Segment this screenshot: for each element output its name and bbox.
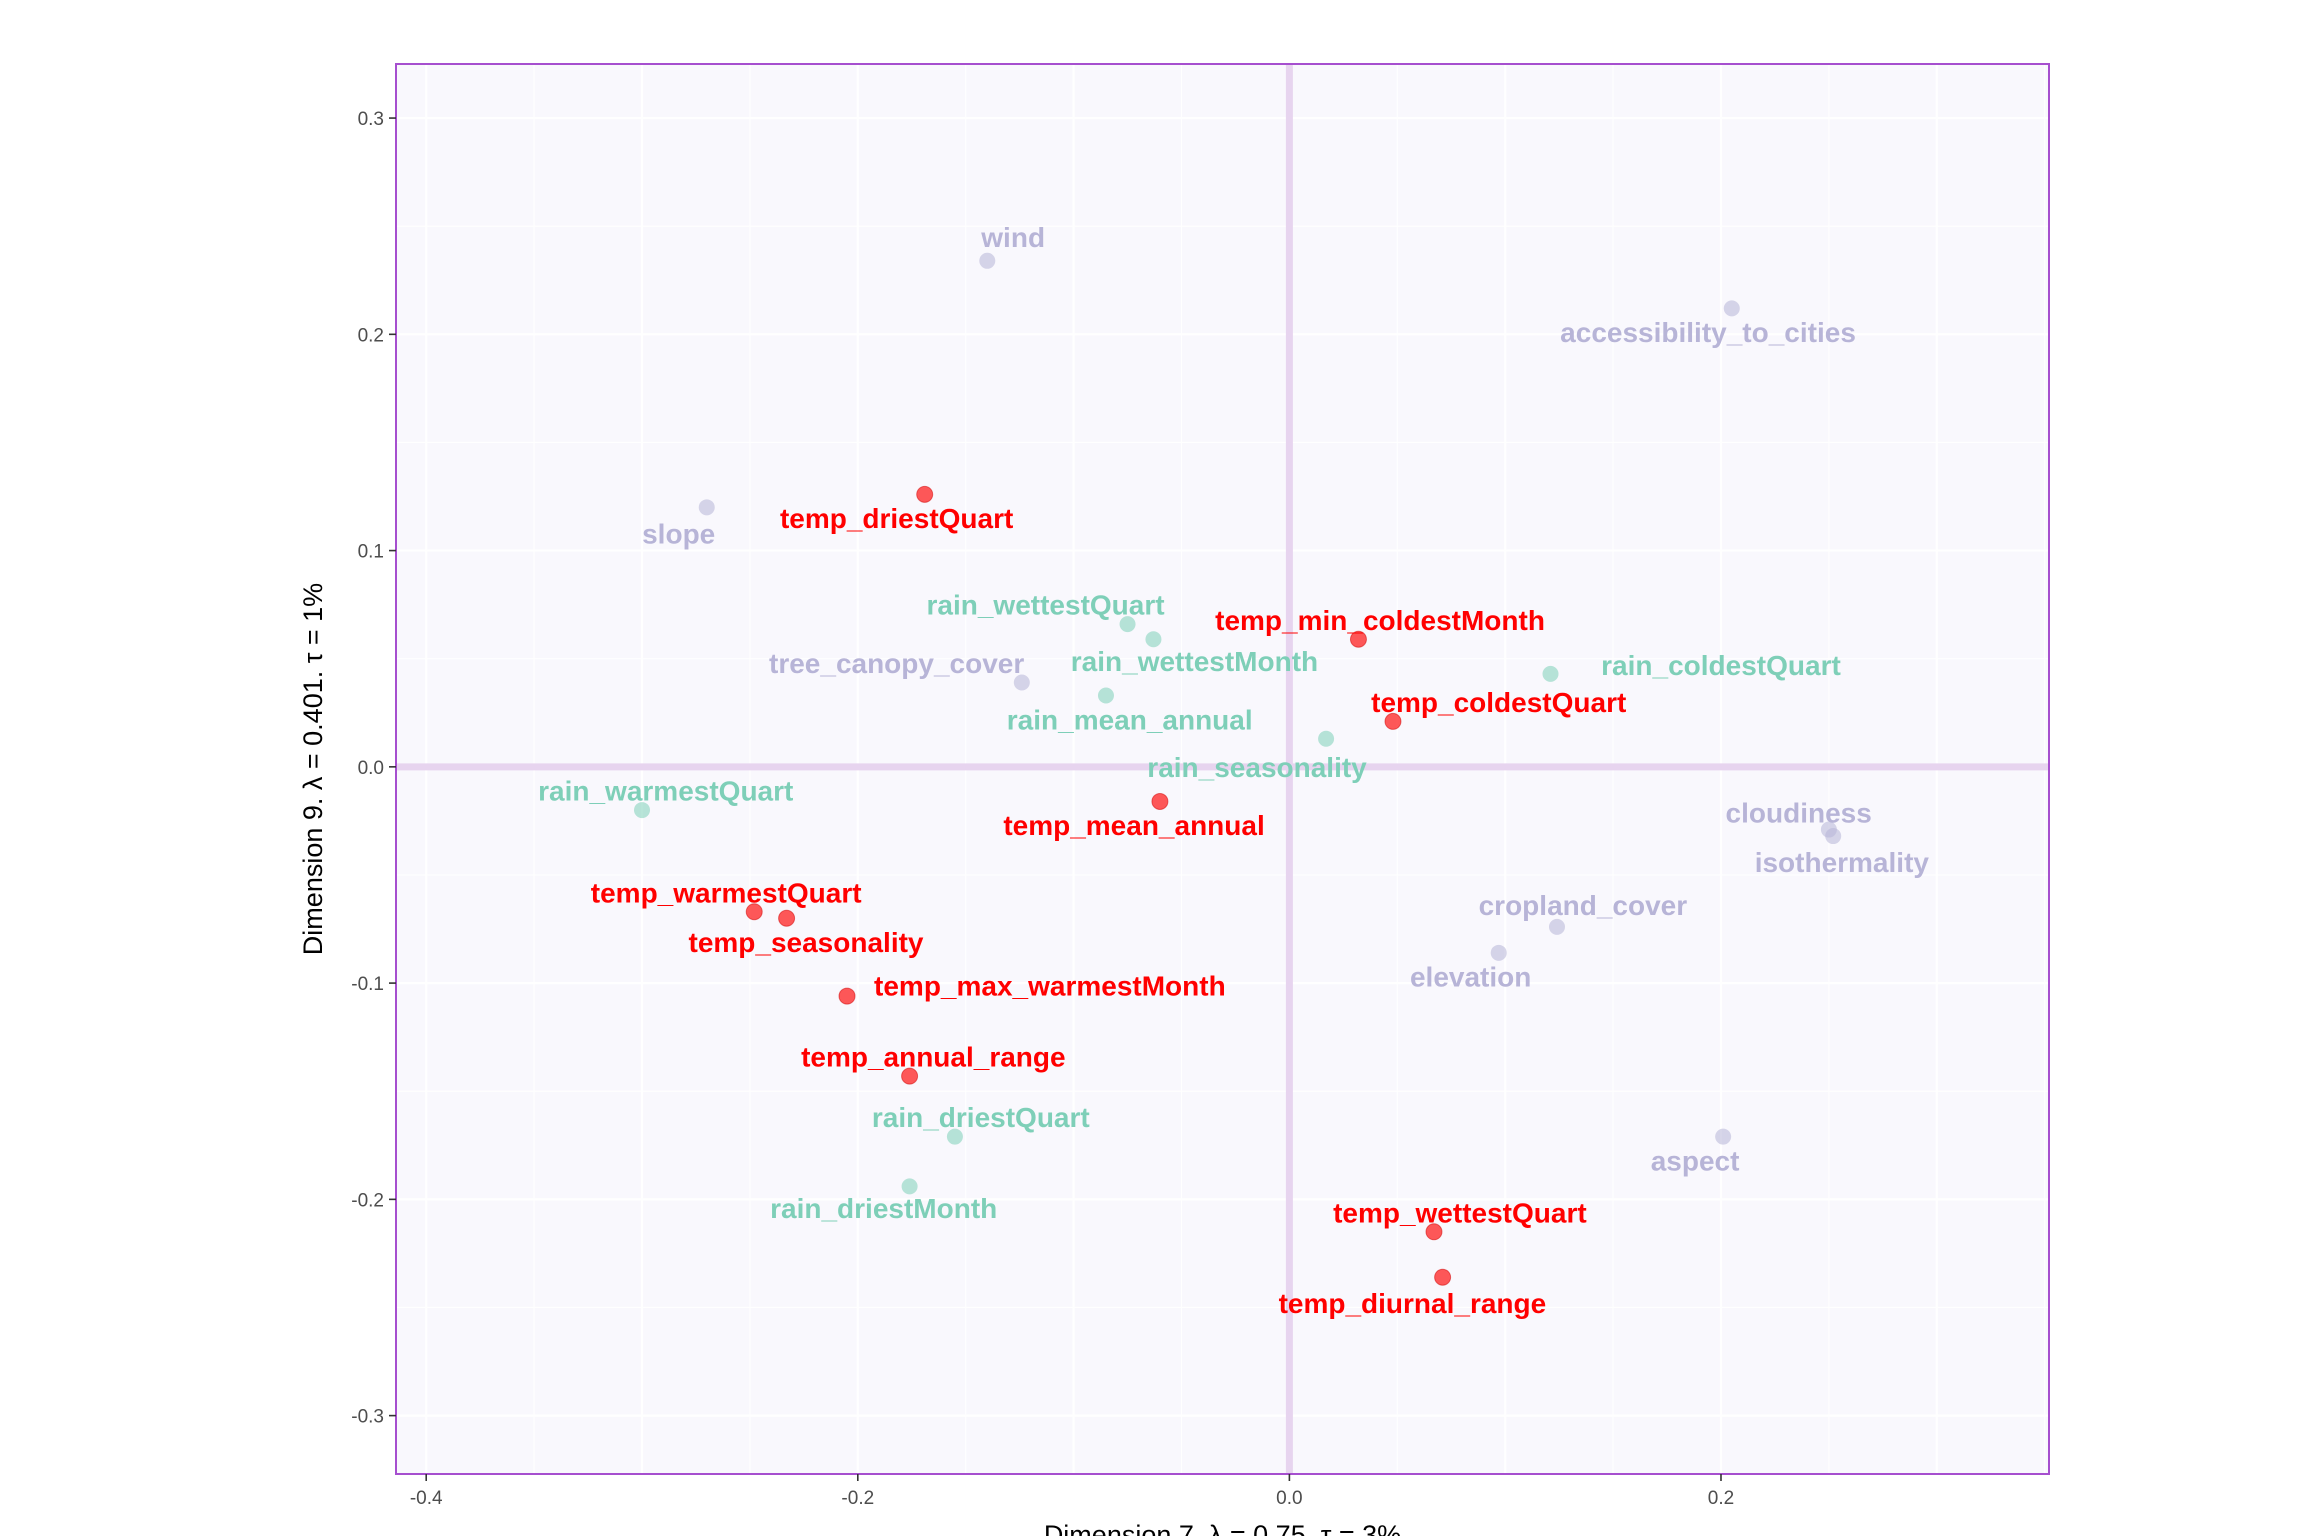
point-label-rain_driestQuart: rain_driestQuart: [872, 1102, 1090, 1133]
point-tree_canopy_cover: [1013, 674, 1030, 691]
point-label-wind: wind: [980, 222, 1045, 253]
point-label-isothermality: isothermality: [1755, 847, 1930, 878]
point-label-temp_annual_range: temp_annual_range: [801, 1042, 1066, 1073]
point-accessibility_to_cities: [1723, 300, 1740, 317]
point-temp_warmestQuart: [745, 903, 763, 921]
y-tick-label: -0.3: [351, 1407, 384, 1428]
y-axis-title: Dimension 9. λ = 0.401. τ = 1%: [298, 583, 328, 955]
point-cropland_cover: [1548, 918, 1565, 935]
point-rain_warmestQuart: [634, 802, 651, 819]
point-label-rain_warmestQuart: rain_warmestQuart: [538, 776, 793, 807]
point-wind: [979, 252, 996, 269]
x-tick-label: 0.2: [1708, 1488, 1734, 1509]
point-label-temp_min_coldestMonth: temp_min_coldestMonth: [1215, 605, 1545, 636]
y-tick-label: 0.2: [358, 325, 384, 346]
y-tick-label: -0.1: [351, 974, 384, 995]
point-aspect: [1715, 1128, 1732, 1145]
point-slope: [698, 499, 715, 516]
point-label-slope: slope: [642, 518, 715, 549]
point-temp_annual_range: [901, 1067, 919, 1085]
point-temp_coldestQuart: [1384, 712, 1402, 730]
x-tick-label: -0.4: [410, 1488, 443, 1509]
point-rain_mean_annual: [1097, 687, 1114, 704]
y-tick-label: 0.0: [358, 758, 384, 779]
point-temp_min_coldestMonth: [1349, 630, 1367, 648]
zero-lines: [396, 64, 2049, 1474]
point-rain_coldestQuart: [1542, 665, 1559, 682]
point-rain_wettestQuart: [1119, 616, 1136, 633]
point-label-temp_driestQuart: temp_driestQuart: [780, 503, 1013, 534]
point-label-cropland_cover: cropland_cover: [1479, 890, 1688, 921]
y-tick-label: 0.1: [358, 542, 384, 563]
point-label-cloudiness: cloudiness: [1726, 797, 1872, 828]
x-tick-label: -0.2: [841, 1488, 874, 1509]
point-label-rain_mean_annual: rain_mean_annual: [1007, 704, 1253, 735]
point-temp_mean_annual: [1151, 792, 1169, 810]
point-label-rain_seasonality: rain_seasonality: [1147, 752, 1367, 783]
point-label-rain_wettestQuart: rain_wettestQuart: [927, 590, 1165, 621]
point-label-accessibility_to_cities: accessibility_to_cities: [1560, 317, 1856, 348]
point-label-rain_driestMonth: rain_driestMonth: [770, 1193, 997, 1224]
point-label-temp_seasonality: temp_seasonality: [689, 927, 924, 958]
point-label-temp_wettestQuart: temp_wettestQuart: [1333, 1197, 1587, 1228]
point-rain_seasonality: [1318, 730, 1335, 747]
point-temp_wettestQuart: [1425, 1223, 1443, 1241]
point-elevation: [1490, 944, 1507, 961]
point-isothermality: [1825, 828, 1842, 845]
axes: -0.4 -0.2 0.0 0.2 0.3 0.2 0.1 0.0 -0.1 -0.2 -0.3: [351, 109, 1734, 1509]
point-temp_seasonality: [778, 909, 796, 927]
x-axis-title: Dimension 7. λ = 0.75. τ = 3%: [1044, 1520, 1401, 1536]
point-label-elevation: elevation: [1410, 962, 1531, 993]
point-label-temp_diurnal_range: temp_diurnal_range: [1279, 1288, 1547, 1319]
point-rain_driestMonth: [901, 1178, 918, 1195]
point-label-rain_wettestMonth: rain_wettestMonth: [1071, 646, 1318, 677]
point-label-temp_max_warmestMonth: temp_max_warmestMonth: [874, 970, 1226, 1001]
y-tick-label: 0.3: [358, 109, 384, 130]
point-label-temp_warmestQuart: temp_warmestQuart: [591, 877, 862, 908]
point-temp_diurnal_range: [1434, 1268, 1452, 1286]
point-label-temp_mean_annual: temp_mean_annual: [1003, 810, 1264, 841]
x-tick-label: 0.0: [1276, 1488, 1302, 1509]
data-points: [634, 252, 1842, 1286]
point-label-aspect: aspect: [1651, 1145, 1740, 1176]
point-label-temp_coldestQuart: temp_coldestQuart: [1371, 687, 1626, 718]
point-rain_wettestMonth: [1145, 631, 1162, 648]
point-rain_driestQuart: [946, 1128, 963, 1145]
panel-border: [395, 63, 2050, 1475]
point-label-tree_canopy_cover: tree_canopy_cover: [769, 648, 1024, 679]
point-label-rain_coldestQuart: rain_coldestQuart: [1601, 650, 1841, 681]
point-temp_driestQuart: [916, 485, 934, 503]
y-tick-label: -0.2: [351, 1190, 384, 1211]
point-temp_max_warmestMonth: [838, 987, 856, 1005]
